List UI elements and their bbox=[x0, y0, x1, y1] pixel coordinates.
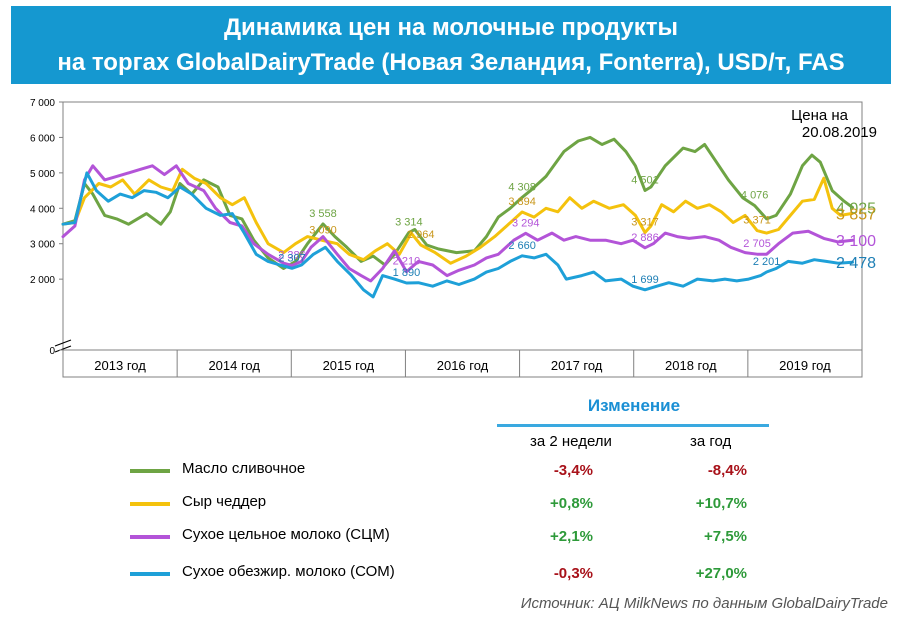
data-label: 1 699 bbox=[631, 274, 659, 286]
change-2weeks-value: +2,1% bbox=[550, 528, 593, 545]
change-year-value: +10,7% bbox=[695, 495, 747, 512]
data-label: 2 886 bbox=[631, 232, 659, 244]
series-line bbox=[61, 164, 854, 283]
data-label: 4 501 bbox=[631, 175, 659, 187]
price-note-line-1: Цена на bbox=[791, 107, 849, 124]
end-value-label: 4 025 bbox=[836, 200, 876, 217]
data-label: 3 558 bbox=[309, 208, 337, 220]
change-2weeks-value: +0,8% bbox=[550, 495, 593, 512]
data-label: 3 894 bbox=[508, 196, 536, 208]
data-label: 2 705 bbox=[743, 238, 771, 250]
x-tick-label: 2018 год bbox=[665, 358, 717, 373]
data-label: 2 210 bbox=[393, 256, 421, 268]
y-tick-label: 0 bbox=[49, 346, 55, 357]
data-label: 3 371 bbox=[743, 215, 771, 227]
change-year-value: +27,0% bbox=[695, 565, 747, 582]
data-label: 3 090 bbox=[309, 225, 337, 237]
data-labels: 3 558 3 314 4 308 4 501 4 076 3 090 2 964 3 894… bbox=[278, 175, 876, 286]
y-tick-label: 2 000 bbox=[30, 275, 55, 286]
legend-line-swatch bbox=[130, 502, 170, 506]
axes: 0 2 000 3 000 4 000 5 000 6 000 7 000 2013 год 2… bbox=[30, 98, 863, 378]
legend-label: Сухое обезжир. молоко (СОМ) bbox=[182, 563, 395, 580]
x-tick-label: 2019 год bbox=[779, 358, 831, 373]
legend-row: Сухое цельное молоко (СЦМ) bbox=[130, 526, 420, 548]
col-year-header: за год bbox=[690, 433, 732, 450]
y-tick-label: 6 000 bbox=[30, 133, 55, 144]
data-label: 2 386 bbox=[278, 249, 306, 261]
change-year-value: -8,4% bbox=[707, 462, 747, 479]
chart-title-line-1: Динамика цен на молочные продукты bbox=[223, 14, 679, 41]
data-label: 3 314 bbox=[395, 217, 423, 229]
axis-break-mark bbox=[54, 339, 72, 353]
source-note: Источник: АЦ MilkNews по данным GlobalDa… bbox=[520, 595, 888, 612]
plot-border bbox=[62, 101, 863, 378]
change-2weeks-value: -0,3% bbox=[553, 565, 593, 582]
end-value-label: 3 857 bbox=[836, 206, 876, 223]
legend-label: Сухое цельное молоко (СЦМ) bbox=[182, 526, 390, 543]
y-tick-label: 5 000 bbox=[30, 169, 55, 180]
series-line bbox=[61, 167, 854, 265]
data-label: 2 964 bbox=[407, 229, 435, 241]
x-tick-label: 2013 год bbox=[94, 358, 146, 373]
x-tick-label: 2017 год bbox=[551, 358, 603, 373]
change-header-underline bbox=[497, 424, 769, 427]
data-label: 4 076 bbox=[741, 190, 769, 202]
legend-row: Масло сливочное bbox=[130, 460, 420, 482]
col-2weeks-header: за 2 недели bbox=[530, 433, 612, 450]
y-tick-label: 7 000 bbox=[30, 98, 55, 109]
x-tick-label: 2016 год bbox=[437, 358, 489, 373]
data-label: 2 201 bbox=[753, 256, 781, 268]
data-label: 2 307 bbox=[278, 252, 306, 264]
end-value-label: 2 478 bbox=[836, 255, 876, 272]
end-value-label: 3 100 bbox=[836, 233, 876, 250]
change-year-value: +7,5% bbox=[704, 528, 747, 545]
title-banner: Динамика цен на молочные продукты на тор… bbox=[11, 6, 891, 84]
data-label: 4 308 bbox=[508, 181, 536, 193]
x-tick-label: 2015 год bbox=[323, 358, 375, 373]
data-label: 2 660 bbox=[508, 240, 536, 252]
legend-row: Сухое обезжир. молоко (СОМ) bbox=[130, 563, 420, 585]
change-header: Изменение bbox=[587, 396, 681, 415]
data-label: 1 890 bbox=[393, 267, 421, 279]
legend-line-swatch bbox=[130, 469, 170, 473]
y-tick-label: 3 000 bbox=[30, 240, 55, 251]
series-lines bbox=[61, 135, 854, 299]
legend-row: Сыр чеддер bbox=[130, 493, 420, 515]
chart-title-line-2: на торгах GlobalDairyTrade (Новая Зеланд… bbox=[57, 49, 845, 76]
x-tick-label: 2014 год bbox=[208, 358, 260, 373]
y-tick-label: 4 000 bbox=[30, 204, 55, 215]
price-note-line-2: 20.08.2019 bbox=[802, 124, 877, 141]
series-line bbox=[61, 171, 854, 299]
legend-line-swatch bbox=[130, 535, 170, 539]
data-label: 3 294 bbox=[512, 217, 540, 229]
legend-line-swatch bbox=[130, 572, 170, 576]
data-label: 3 317 bbox=[631, 216, 659, 228]
legend-label: Масло сливочное bbox=[182, 460, 306, 477]
change-2weeks-value: -3,4% bbox=[553, 462, 593, 479]
legend-label: Сыр чеддер bbox=[182, 493, 267, 510]
